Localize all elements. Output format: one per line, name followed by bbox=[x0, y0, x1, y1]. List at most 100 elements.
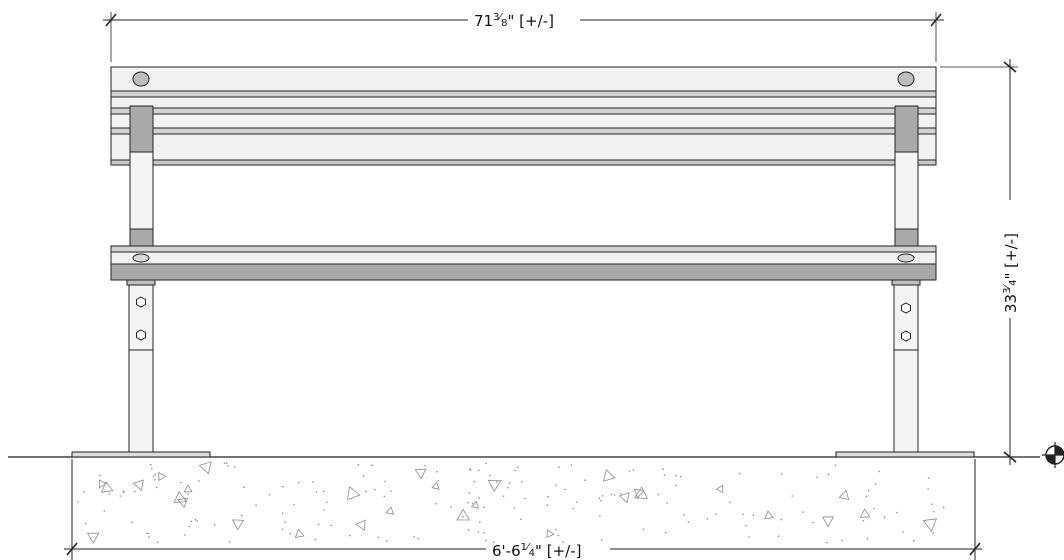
aggregate-dot bbox=[315, 491, 318, 493]
aggregate-dot bbox=[514, 469, 517, 472]
aggregate-stone bbox=[602, 469, 616, 482]
aggregate-dot bbox=[506, 486, 509, 489]
aggregate-dot bbox=[564, 488, 566, 491]
aggregate-dot bbox=[570, 464, 573, 466]
aggregate-dot bbox=[632, 469, 635, 471]
aggregate-dot bbox=[902, 531, 904, 533]
seat-rail bbox=[110, 245, 937, 281]
back-rail-middle bbox=[110, 113, 937, 129]
aggregate-stone bbox=[431, 481, 440, 490]
aggregate-dot bbox=[226, 462, 228, 465]
aggregate-dot bbox=[147, 532, 149, 535]
aggregate-dot bbox=[620, 492, 622, 495]
aggregate-dot bbox=[330, 524, 333, 527]
aggregate-dot bbox=[931, 503, 933, 506]
aggregate-dot bbox=[508, 482, 511, 484]
bolt-icon bbox=[901, 302, 911, 314]
aggregate-dot bbox=[599, 515, 601, 517]
aggregate-dot bbox=[791, 495, 794, 497]
aggregate-dot bbox=[83, 491, 85, 493]
aggregate-dot bbox=[424, 464, 426, 467]
aggregate-dot bbox=[492, 541, 495, 543]
aggregate-dot bbox=[122, 490, 125, 492]
aggregate-dot bbox=[613, 494, 616, 496]
aggregate-dot bbox=[450, 506, 452, 508]
back-rails bbox=[110, 66, 937, 166]
aggregate-dot bbox=[516, 466, 519, 469]
aggregate-dot bbox=[600, 499, 602, 502]
aggregate-dot bbox=[601, 495, 604, 497]
aggregate-dot bbox=[469, 469, 472, 471]
aggregate-stone bbox=[859, 508, 871, 518]
aggregate-dot bbox=[524, 497, 526, 500]
aggregate-dot bbox=[706, 518, 709, 520]
aggregate-stone bbox=[98, 479, 107, 489]
bolt-hole-icon bbox=[897, 71, 915, 87]
aggregate-dot bbox=[154, 473, 157, 476]
aggregate-dot bbox=[198, 480, 200, 482]
aggregate-dot bbox=[479, 521, 481, 523]
aggregate-stone bbox=[183, 484, 193, 493]
aggregate-dot bbox=[234, 466, 236, 468]
aggregate-dot bbox=[371, 464, 374, 467]
aggregate-dot bbox=[323, 509, 325, 511]
aggregate-dot bbox=[103, 510, 106, 512]
aggregate-dot bbox=[562, 541, 564, 543]
aggregate-dot bbox=[802, 511, 804, 513]
aggregate-dot bbox=[496, 481, 498, 483]
aggregate-dot bbox=[546, 504, 549, 507]
aggregate-stone bbox=[764, 510, 774, 520]
aggregate-dot bbox=[675, 474, 677, 477]
aggregate-dot bbox=[742, 513, 744, 515]
aggregate-dot bbox=[502, 495, 505, 498]
aggregate-dot bbox=[227, 465, 229, 467]
aggregate-dot bbox=[326, 501, 328, 503]
back-post-right bbox=[894, 105, 919, 251]
aggregate-dot bbox=[243, 486, 245, 489]
aggregate-dot bbox=[513, 507, 516, 509]
aggregate-dot bbox=[282, 485, 284, 488]
leg-right bbox=[891, 279, 921, 453]
aggregate-stone bbox=[618, 492, 630, 504]
bolt-icon bbox=[901, 330, 911, 342]
aggregate-dot bbox=[866, 538, 869, 540]
aggregate-stone bbox=[633, 486, 649, 500]
section-reference-icon bbox=[1042, 442, 1064, 468]
aggregate-dot bbox=[471, 502, 474, 505]
aggregate-stone bbox=[414, 468, 427, 480]
leg-clamp-right bbox=[891, 279, 921, 286]
aggregate-dot bbox=[477, 531, 480, 533]
aggregate-dot bbox=[687, 521, 690, 523]
aggregate-dot bbox=[228, 541, 231, 543]
aggregate-dot bbox=[827, 473, 830, 476]
aggregate-stone bbox=[198, 461, 212, 475]
aggregate-dot bbox=[777, 535, 780, 537]
aggregate-dot bbox=[489, 474, 491, 477]
aggregate-dot bbox=[520, 518, 522, 520]
aggregate-dot bbox=[148, 536, 150, 538]
dimension-height-right: 333⁄4" [+/-] bbox=[940, 59, 1020, 465]
aggregate-dot bbox=[826, 541, 828, 544]
aggregate-dot bbox=[188, 525, 191, 528]
aggregate-dot bbox=[437, 480, 440, 482]
aggregate-dot bbox=[196, 520, 199, 522]
aggregate-dot bbox=[752, 514, 755, 516]
aggregate-dot bbox=[417, 537, 420, 540]
aggregate-dot bbox=[663, 474, 666, 477]
aggregate-stone bbox=[173, 490, 187, 504]
aggregate-dot bbox=[642, 528, 645, 531]
bolt-hole-icon bbox=[132, 71, 150, 87]
aggregate-dot bbox=[467, 501, 469, 504]
aggregate-dot bbox=[547, 495, 549, 498]
aggregate-stone bbox=[355, 519, 366, 531]
aggregate-dot bbox=[374, 489, 376, 491]
aggregate-stone bbox=[347, 485, 361, 501]
base-plate-right bbox=[835, 451, 975, 458]
aggregate-dot bbox=[812, 521, 814, 524]
dimension-width-top-label: 713⁄8" [+/-] bbox=[474, 12, 554, 30]
aggregate-dot bbox=[467, 529, 470, 531]
aggregate-dot bbox=[483, 506, 485, 509]
aggregate-dot bbox=[485, 462, 487, 465]
aggregate-dot bbox=[662, 468, 664, 470]
aggregate-dot bbox=[520, 481, 523, 483]
